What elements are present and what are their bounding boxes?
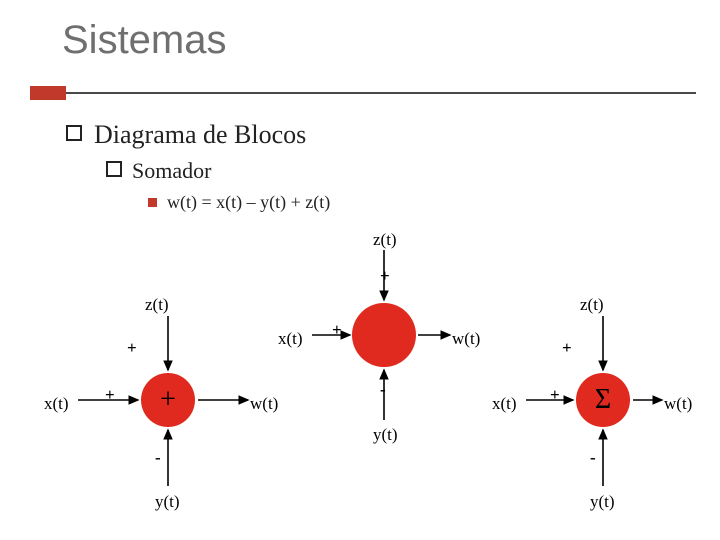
square-bullet-icon [66, 125, 82, 141]
section-heading-2: Somador [106, 158, 211, 184]
plus-sign: + [562, 338, 572, 358]
y-label: y(t) [373, 425, 398, 445]
section-heading-1: Diagrama de Blocos [66, 120, 306, 150]
arrow [160, 308, 176, 378]
w-label: w(t) [250, 394, 278, 414]
z-label: z(t) [580, 295, 604, 315]
summing-node: + [141, 373, 195, 427]
section-1-text: Diagrama de Blocos [94, 120, 306, 149]
w-label: w(t) [664, 394, 692, 414]
page-title: Sistemas [62, 18, 227, 63]
z-label: z(t) [145, 295, 169, 315]
equation-line: w(t) = x(t) – y(t) + z(t) [148, 192, 330, 213]
plus-sign: + [380, 266, 390, 286]
section-2-text: Somador [132, 158, 211, 183]
minus-sign: - [590, 448, 596, 468]
square-bullet-icon [148, 198, 157, 207]
y-label: y(t) [590, 492, 615, 512]
minus-sign: - [155, 448, 161, 468]
plus-sign: + [127, 338, 137, 358]
w-label: w(t) [452, 329, 480, 349]
plus-sign: + [332, 320, 342, 340]
summing-node [352, 303, 416, 367]
block-diagram: + z(t) + x(t) + y(t) - w(t) z(t) + x(t) + y(t) - w(t) Σ… [0, 230, 720, 530]
summing-node: Σ [576, 373, 630, 427]
accent-bar [30, 86, 66, 100]
square-bullet-icon [106, 161, 122, 177]
x-label: x(t) [278, 329, 303, 349]
arrow [595, 308, 611, 378]
x-label: x(t) [44, 394, 69, 414]
arrow [160, 422, 176, 494]
arrow [304, 327, 358, 343]
plus-sign: + [105, 385, 115, 405]
minus-sign: - [380, 380, 386, 400]
x-label: x(t) [492, 394, 517, 414]
equation-text: w(t) = x(t) – y(t) + z(t) [167, 192, 330, 212]
y-label: y(t) [155, 492, 180, 512]
arrow [410, 327, 458, 343]
plus-sign: + [550, 385, 560, 405]
arrow [190, 392, 256, 408]
horizontal-rule [66, 92, 696, 94]
arrow [595, 422, 611, 494]
z-label: z(t) [373, 230, 397, 250]
